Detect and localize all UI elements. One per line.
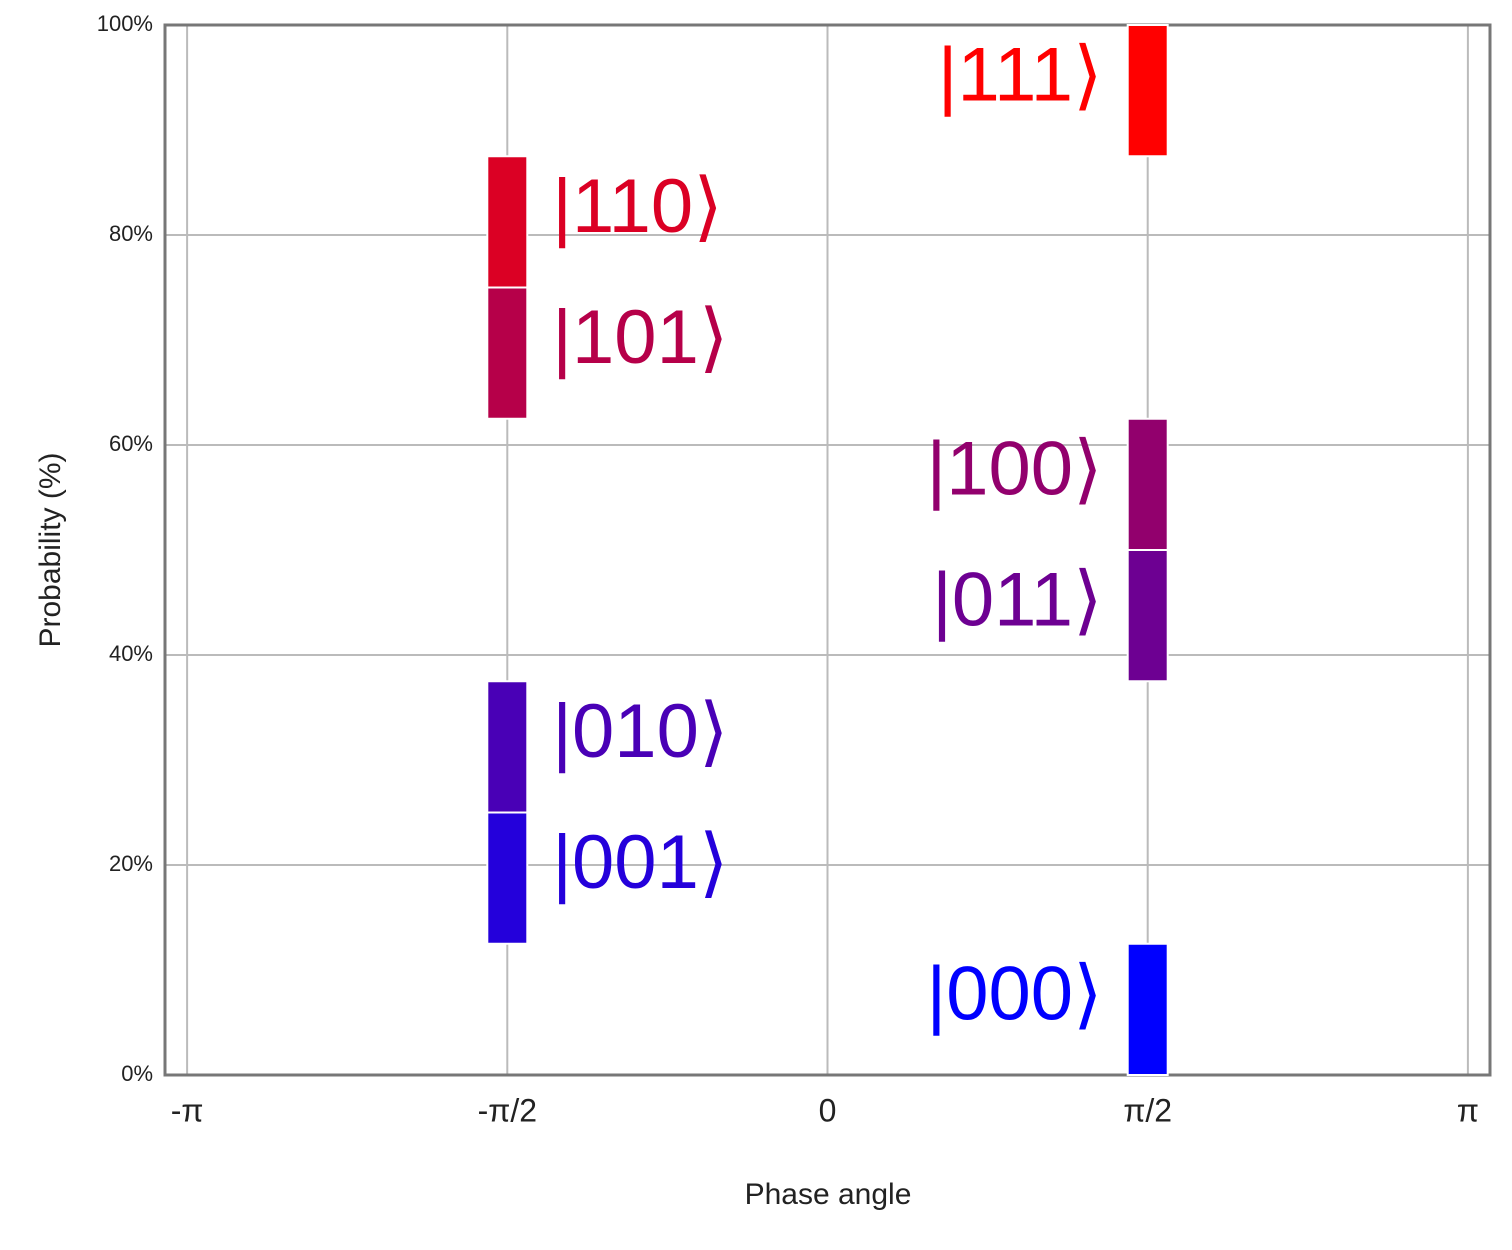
state-label: |100⟩ <box>926 426 1102 511</box>
state-label: |010⟩ <box>552 689 728 774</box>
y-tick-label: 80% <box>109 221 153 246</box>
bar <box>486 680 529 814</box>
bar <box>486 286 529 420</box>
bar <box>1126 24 1169 158</box>
state-label: |101⟩ <box>552 295 728 380</box>
x-tick-label: π/2 <box>1123 1092 1172 1128</box>
state-label: |111⟩ <box>938 33 1103 118</box>
state-label: |001⟩ <box>552 820 728 905</box>
y-tick-label: 60% <box>109 431 153 456</box>
y-tick-label: 100% <box>97 11 153 36</box>
x-tick-label: -π <box>171 1092 204 1128</box>
x-tick-label: 0 <box>819 1092 837 1128</box>
bar <box>1126 549 1169 683</box>
x-axis-label: Phase angle <box>745 1178 912 1211</box>
bar <box>486 811 529 945</box>
y-tick-label: 0% <box>121 1061 153 1086</box>
state-label: |000⟩ <box>926 951 1102 1036</box>
state-label: |110⟩ <box>552 164 723 249</box>
y-axis-label: Probability (%) <box>34 452 67 647</box>
plot-frame <box>163 23 1492 1077</box>
x-tick-label: π <box>1457 1092 1479 1128</box>
state-label: |011⟩ <box>932 558 1103 643</box>
bar <box>1126 942 1169 1076</box>
y-tick-label: 20% <box>109 851 153 876</box>
bar <box>486 155 529 289</box>
y-tick-label: 40% <box>109 641 153 666</box>
bar <box>1126 417 1169 551</box>
x-tick-label: -π/2 <box>478 1092 537 1128</box>
